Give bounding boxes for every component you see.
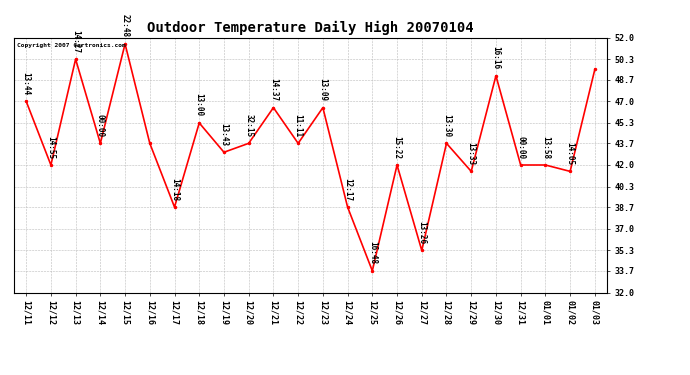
Text: 16:16: 16:16 xyxy=(491,46,500,69)
Text: 13:58: 13:58 xyxy=(541,135,550,159)
Text: 14:27: 14:27 xyxy=(71,30,80,53)
Text: 12:17: 12:17 xyxy=(343,178,352,201)
Text: 00:00: 00:00 xyxy=(96,114,105,137)
Text: Copyright 2007 Cartronics.com: Copyright 2007 Cartronics.com xyxy=(17,43,126,48)
Title: Outdoor Temperature Daily High 20070104: Outdoor Temperature Daily High 20070104 xyxy=(147,21,474,35)
Text: 22:48: 22:48 xyxy=(121,14,130,38)
Text: 14:37: 14:37 xyxy=(269,78,278,101)
Text: 13:00: 13:00 xyxy=(195,93,204,117)
Text: 13:33: 13:33 xyxy=(466,142,475,165)
Text: 14:05: 14:05 xyxy=(566,142,575,165)
Text: 13:09: 13:09 xyxy=(318,78,327,101)
Text: 32:15: 32:15 xyxy=(244,114,253,137)
Text: 13:30: 13:30 xyxy=(442,114,451,137)
Text: 13:44: 13:44 xyxy=(21,72,30,95)
Text: 11:11: 11:11 xyxy=(294,114,303,137)
Text: 16:48: 16:48 xyxy=(368,242,377,264)
Text: 00:00: 00:00 xyxy=(516,135,525,159)
Text: 14:18: 14:18 xyxy=(170,178,179,201)
Text: 15:22: 15:22 xyxy=(393,135,402,159)
Text: 13:26: 13:26 xyxy=(417,221,426,244)
Text: 14:55: 14:55 xyxy=(46,135,55,159)
Text: 13:43: 13:43 xyxy=(219,123,228,146)
